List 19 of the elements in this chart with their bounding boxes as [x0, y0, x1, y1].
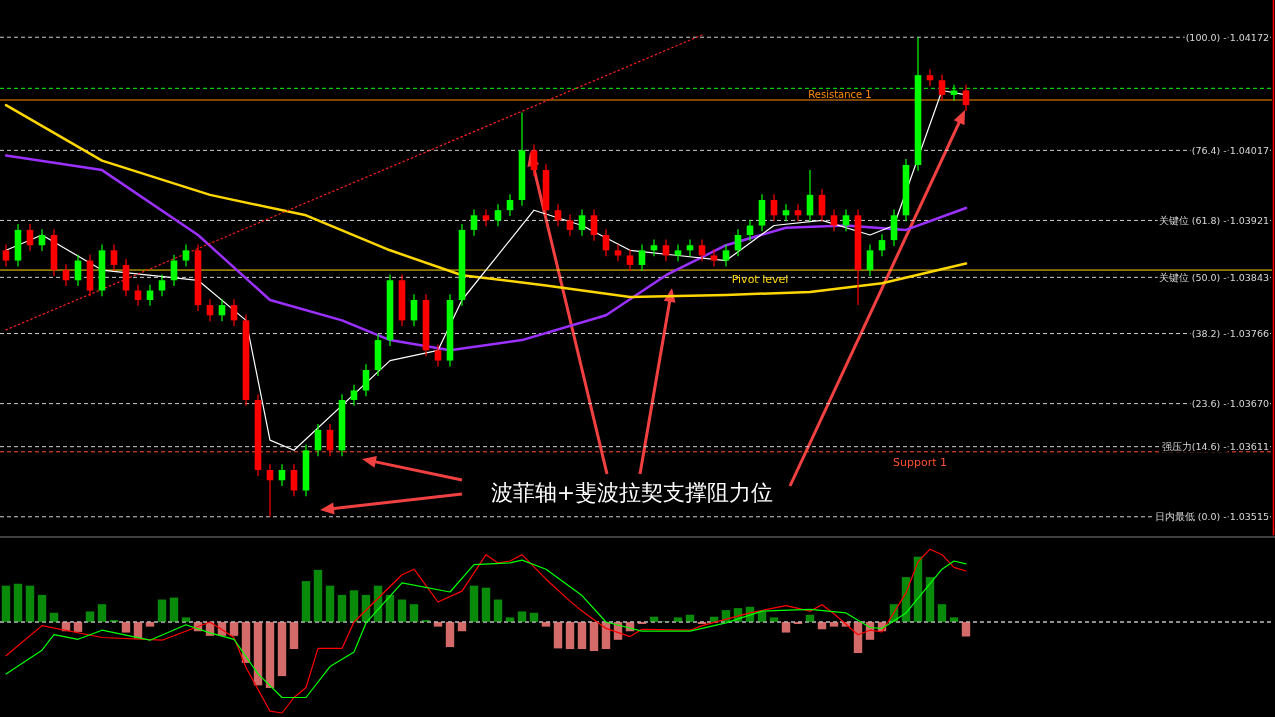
y-tick-label: 1.03515: [1229, 511, 1269, 523]
annotation: 日内最低 (0.0) -: [1154, 511, 1227, 523]
annotation: 关键位 (61.8) -: [1158, 214, 1227, 226]
annotation: (23.6) -: [1191, 398, 1227, 410]
y-tick-label: 1.03766: [1229, 328, 1269, 340]
ref-line-label: Resistance 1: [808, 88, 872, 100]
annotation: 关键位 (50.0) -: [1158, 271, 1227, 283]
y-tick-label: 1.04017: [1229, 144, 1269, 156]
annotation: (38.2) -: [1191, 328, 1227, 340]
annotation: (100.0) -: [1185, 31, 1227, 43]
y-tick-label: 1.03843: [1229, 271, 1269, 283]
y-tick-label: 1.03670: [1229, 398, 1269, 410]
y-tick-label: 1.03611: [1229, 441, 1269, 453]
y-tick-label: 1.03921: [1229, 214, 1269, 226]
y-tick-label: 1.04172: [1229, 31, 1269, 43]
annotation: 强压力(14.6) -: [1161, 441, 1227, 453]
annotation: (76.4) -: [1191, 144, 1227, 156]
ref-line-label: Support 1: [893, 455, 947, 469]
annotation: 波菲轴+斐波拉契支撑阻力位: [490, 480, 774, 505]
